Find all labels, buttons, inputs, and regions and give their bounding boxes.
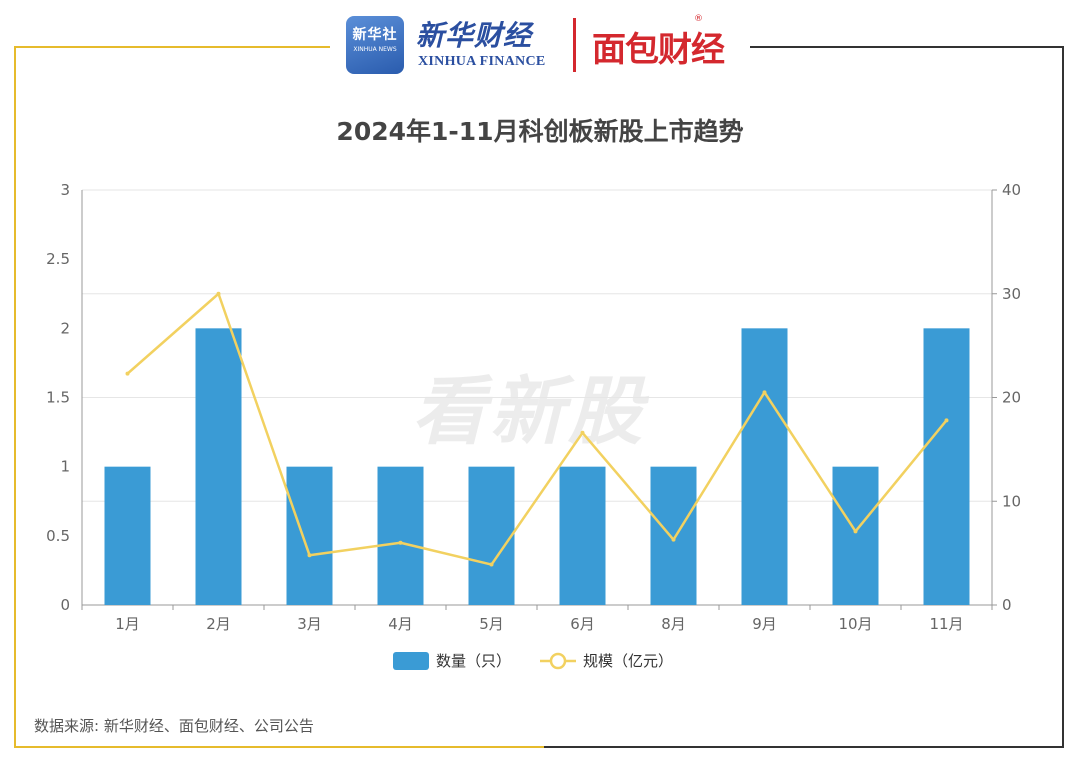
y-left-tick-label: 2 — [60, 319, 70, 337]
x-tick-label: 5月 — [479, 615, 504, 633]
frame-right — [1062, 46, 1064, 748]
bar — [468, 466, 515, 605]
xinhua-news-logo: 新华社 XINHUA NEWS — [346, 16, 404, 74]
y-right-tick-label: 20 — [1002, 389, 1021, 407]
x-tick-label: 1月 — [115, 615, 140, 633]
bar — [104, 466, 151, 605]
frame-top-left — [14, 46, 330, 48]
mianbao-finance-logo: 面包财经 — [592, 30, 725, 70]
y-left-tick-label: 0 — [60, 596, 70, 614]
bar — [832, 466, 879, 605]
data-source-note: 数据来源: 新华财经、面包财经、公司公告 — [34, 717, 314, 735]
x-tick-label: 11月 — [929, 615, 963, 633]
bar — [195, 328, 242, 605]
line-point — [671, 537, 676, 542]
bar — [741, 328, 788, 605]
x-tick-label: 8月 — [661, 615, 686, 633]
y-left-tick-label: 3 — [60, 181, 70, 199]
legend-bar-label: 数量（只） — [436, 652, 511, 670]
legend-line-label: 规模（亿元） — [583, 652, 673, 670]
y-right-tick-label: 40 — [1002, 181, 1021, 199]
xinhua-finance-logo-text: 新华财经 — [416, 19, 533, 52]
line-point — [489, 562, 494, 567]
x-tick-label: 2月 — [206, 615, 231, 633]
xinhua-badge-cn: 新华社 — [352, 27, 398, 43]
bar — [923, 328, 970, 605]
y-right-tick-label: 0 — [1002, 596, 1012, 614]
xinhua-finance-english: XINHUA FINANCE — [418, 54, 546, 69]
x-tick-label: 4月 — [388, 615, 413, 633]
x-tick-label: 6月 — [570, 615, 595, 633]
xinhua-badge-en: XINHUA NEWS — [353, 46, 397, 53]
chart-title: 2024年1-11月科创板新股上市趋势 — [336, 117, 744, 146]
y-left-tick-label: 2.5 — [46, 250, 70, 268]
frame-bottom-left — [14, 746, 544, 748]
registered-mark: ® — [694, 14, 703, 24]
line-series-path — [126, 292, 948, 566]
y-left-tick-label: 0.5 — [46, 527, 70, 545]
bar — [559, 466, 606, 605]
legend-bar-swatch — [393, 652, 429, 670]
x-tick-label: 9月 — [752, 615, 777, 633]
frame-left — [14, 46, 16, 748]
header-divider — [573, 18, 576, 72]
line-point — [398, 540, 403, 545]
watermark: 看新股 — [412, 369, 646, 455]
y-left-tick-label: 1 — [60, 458, 70, 476]
line-point — [762, 390, 767, 395]
y-right-tick-label: 30 — [1002, 285, 1021, 303]
y-right-tick-label: 10 — [1002, 492, 1021, 510]
x-tick-label: 3月 — [297, 615, 322, 633]
legend-line-marker — [549, 652, 567, 670]
brand-header: 新华社 XINHUA NEWS 新华财经 XINHUA FINANCE 面包财经… — [340, 8, 740, 74]
bar — [286, 466, 333, 605]
bar — [377, 466, 424, 605]
line-point — [853, 529, 858, 534]
line-point — [580, 430, 585, 435]
line-point — [216, 291, 221, 296]
frame-bottom-right — [544, 746, 1064, 748]
y-left-tick-label: 1.5 — [46, 389, 70, 407]
line-point — [944, 418, 949, 423]
frame-top-right — [750, 46, 1064, 48]
line-point — [307, 553, 312, 558]
line-point — [125, 371, 130, 376]
bar — [650, 466, 697, 605]
x-tick-label: 10月 — [838, 615, 872, 633]
